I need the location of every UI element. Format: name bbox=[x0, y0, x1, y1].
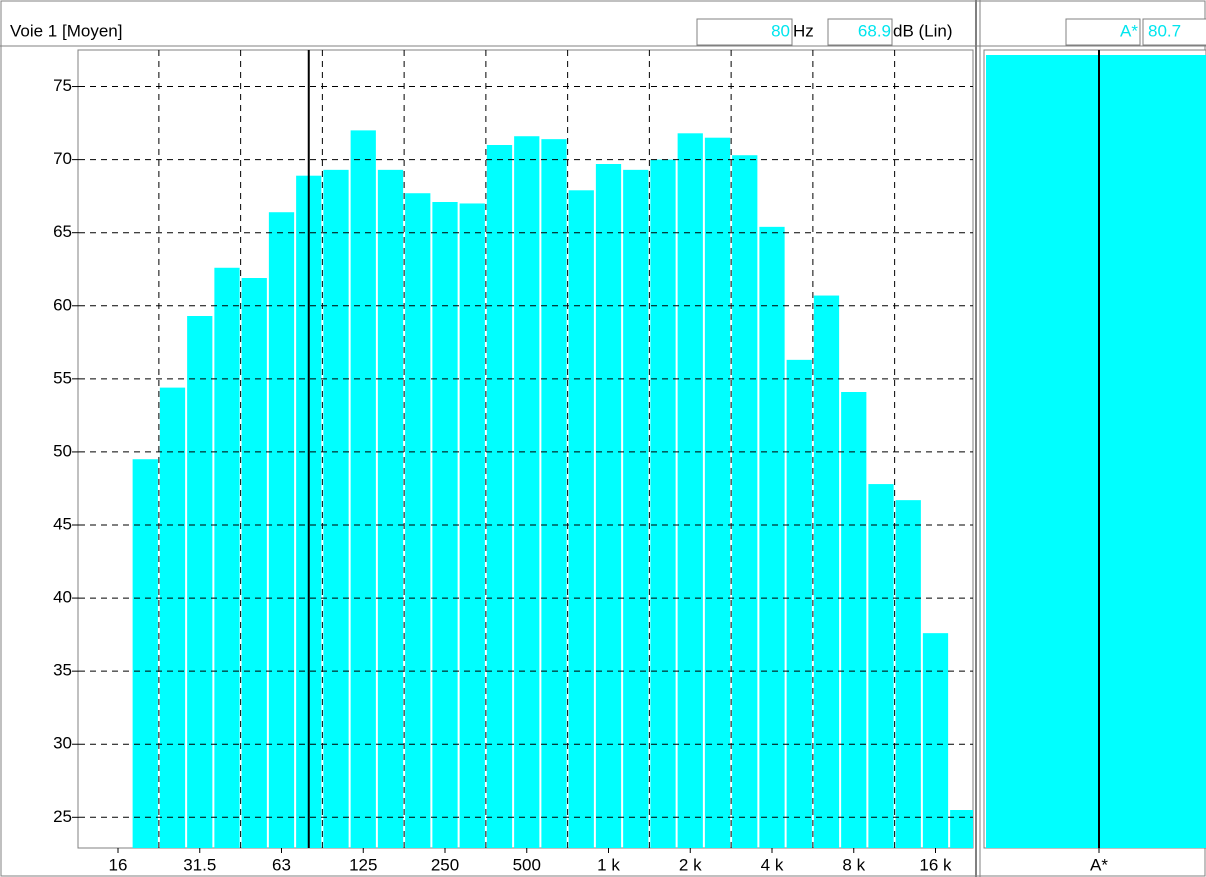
y-tick-label: 55 bbox=[53, 368, 72, 387]
bar bbox=[677, 133, 703, 848]
x-tick-label: 500 bbox=[513, 855, 541, 874]
x-tick-label: 16 bbox=[109, 855, 128, 874]
y-tick-label: 30 bbox=[53, 734, 72, 753]
bar bbox=[950, 810, 973, 848]
y-tick-label: 65 bbox=[53, 222, 72, 241]
bar bbox=[405, 193, 431, 848]
channel-label: Voie 1 [Moyen] bbox=[10, 21, 122, 40]
grid bbox=[79, 50, 973, 848]
bar bbox=[868, 484, 894, 848]
x-tick-label: 63 bbox=[272, 855, 291, 874]
bar bbox=[841, 392, 867, 848]
y-tick-label: 25 bbox=[53, 807, 72, 826]
bar bbox=[704, 137, 731, 848]
level-unit: dB (Lin) bbox=[893, 21, 953, 40]
y-tick-label: 75 bbox=[53, 76, 72, 95]
summary-label-box bbox=[1065, 18, 1141, 46]
bar bbox=[650, 159, 676, 848]
frequency-value: 80 bbox=[771, 21, 790, 40]
bar bbox=[813, 295, 840, 848]
bar bbox=[732, 155, 758, 848]
y-tick-label: 70 bbox=[53, 149, 72, 168]
bar bbox=[595, 164, 622, 848]
x-tick-label: 31.5 bbox=[183, 855, 216, 874]
bar bbox=[541, 139, 567, 848]
y-tick-label: 40 bbox=[53, 588, 72, 607]
bar bbox=[377, 169, 404, 848]
summary-category: A* bbox=[1090, 855, 1108, 874]
bar bbox=[187, 316, 213, 848]
bar bbox=[214, 267, 240, 848]
x-tick-label: 1 k bbox=[597, 855, 620, 874]
frequency-unit: Hz bbox=[793, 21, 814, 40]
bar bbox=[268, 212, 295, 848]
summary-bar bbox=[986, 55, 1206, 848]
bar bbox=[895, 500, 921, 848]
summary-value-box bbox=[1142, 18, 1206, 46]
bar bbox=[759, 226, 785, 848]
bar bbox=[786, 359, 812, 848]
x-tick-label: 2 k bbox=[679, 855, 702, 874]
summary-label: A* bbox=[1120, 21, 1138, 40]
y-tick-label: 50 bbox=[53, 441, 72, 460]
x-tick-label: 250 bbox=[431, 855, 459, 874]
y-tick-label: 60 bbox=[53, 295, 72, 314]
bar bbox=[568, 190, 594, 848]
x-tick-label: 4 k bbox=[761, 855, 784, 874]
y-tick-label: 45 bbox=[53, 514, 72, 533]
bar bbox=[514, 136, 540, 848]
bars bbox=[132, 130, 973, 848]
bar bbox=[922, 633, 949, 848]
bar bbox=[132, 459, 158, 848]
summary-value: 80.7 bbox=[1148, 21, 1181, 40]
level-value: 68.9 bbox=[858, 21, 891, 40]
level-box bbox=[827, 18, 893, 46]
bar bbox=[623, 169, 649, 848]
bar bbox=[459, 203, 485, 848]
y-tick-label: 35 bbox=[53, 661, 72, 680]
bar bbox=[350, 130, 376, 848]
frequency-box bbox=[696, 18, 793, 46]
bar bbox=[323, 169, 349, 848]
x-tick-label: 16 k bbox=[919, 855, 952, 874]
bar bbox=[486, 145, 513, 848]
bar bbox=[241, 278, 267, 848]
x-tick-label: 125 bbox=[349, 855, 377, 874]
summary-bars bbox=[986, 55, 1206, 848]
bar bbox=[159, 387, 186, 848]
x-tick-label: 8 k bbox=[842, 855, 865, 874]
